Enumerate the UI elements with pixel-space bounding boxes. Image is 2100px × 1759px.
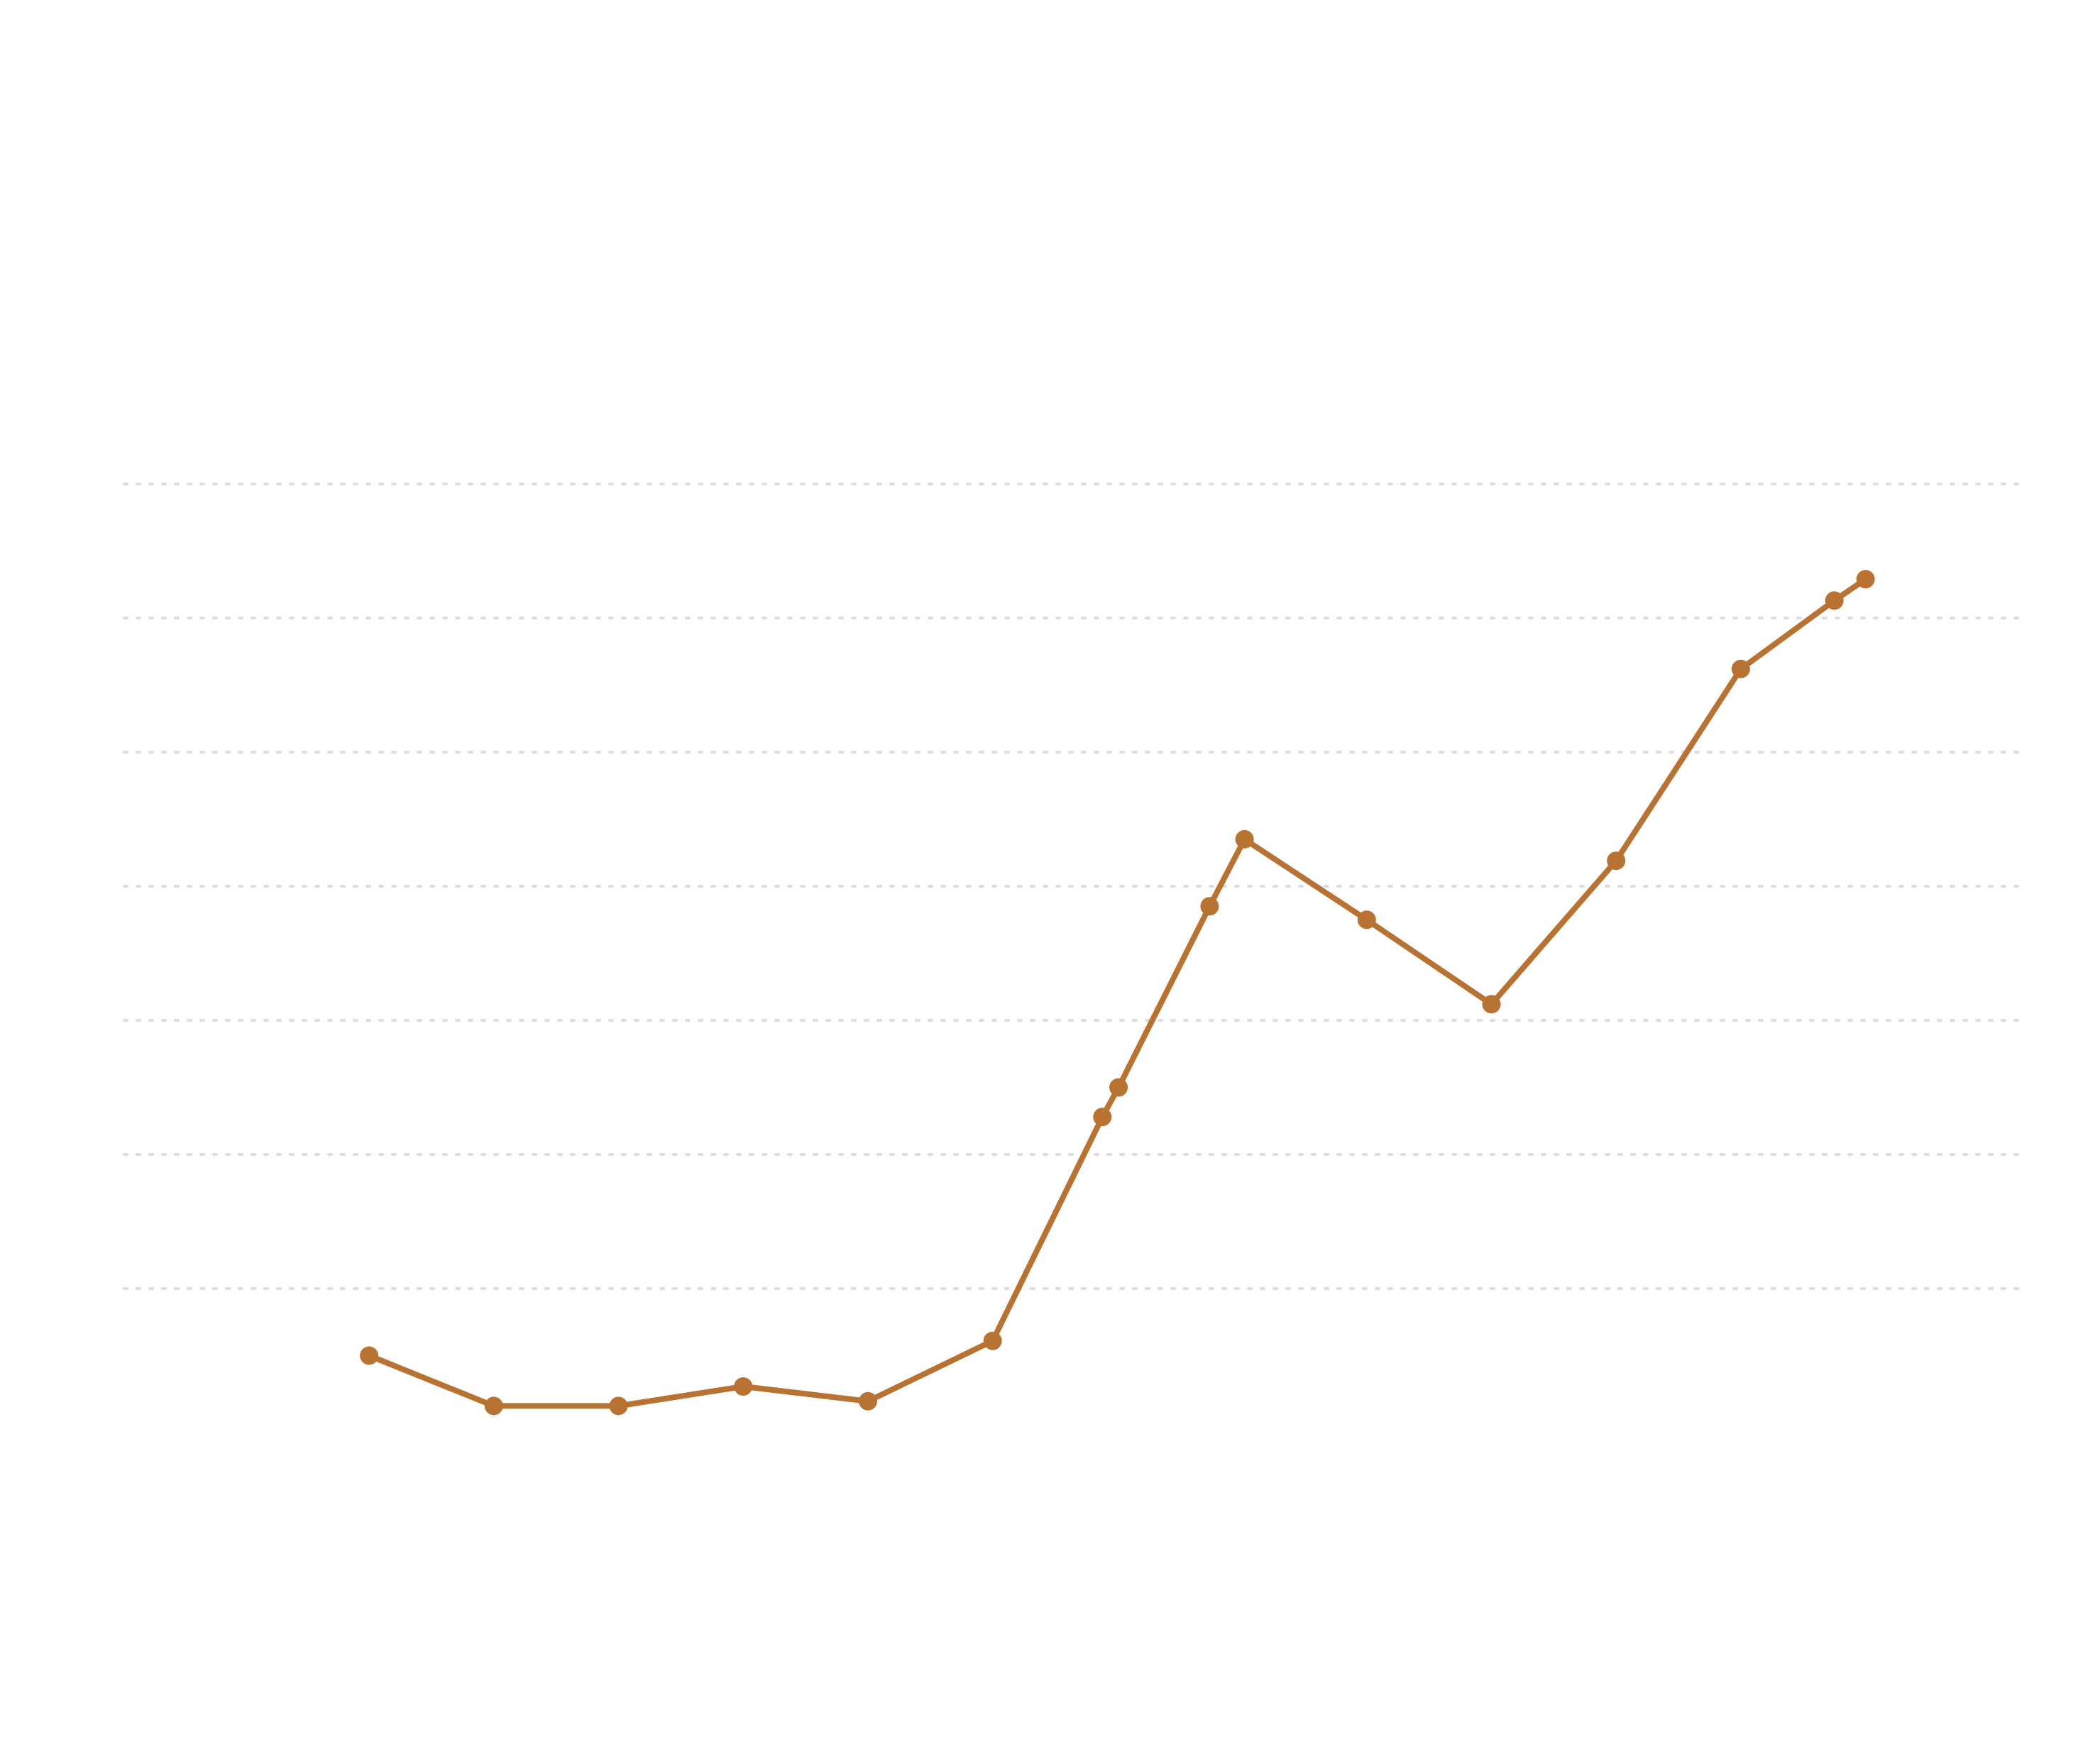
data-point-5: [983, 1331, 1002, 1350]
data-point-3: [734, 1377, 753, 1396]
data-point-15: [1856, 570, 1875, 589]
series: [360, 570, 1875, 1416]
data-point-7: [1109, 1078, 1128, 1097]
data-point-11: [1482, 995, 1501, 1014]
data-point-2: [609, 1396, 628, 1416]
data-point-14: [1825, 591, 1844, 610]
data-point-0: [360, 1346, 379, 1365]
data-point-6: [1093, 1108, 1112, 1127]
data-point-1: [484, 1396, 503, 1416]
data-point-10: [1357, 910, 1376, 930]
series-line: [366, 576, 1869, 1409]
gridlines: [123, 483, 2021, 1290]
data-point-8: [1200, 897, 1219, 916]
data-point-4: [859, 1391, 877, 1411]
data-point-13: [1731, 659, 1750, 678]
data-point-9: [1235, 829, 1254, 849]
data-point-12: [1607, 851, 1626, 871]
